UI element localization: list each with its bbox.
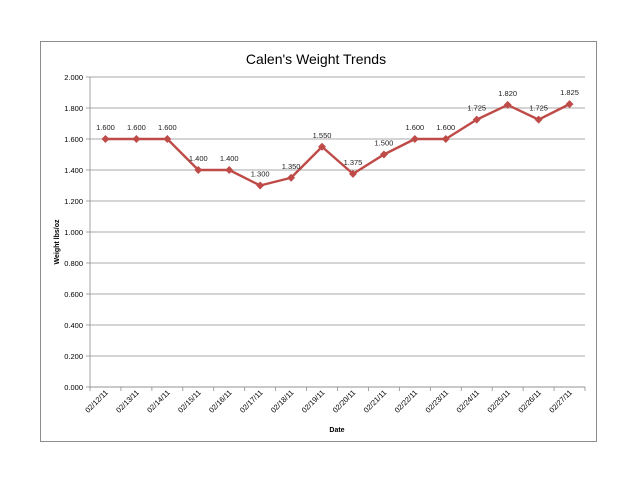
x-tick-label: 02/23/11 [424, 388, 451, 415]
x-tick-label: 02/14/11 [145, 388, 172, 415]
data-point [225, 166, 234, 174]
x-tick-label: 02/26/11 [516, 388, 543, 415]
y-tick-label: 1.000 [64, 228, 83, 237]
y-tick-label: 0.600 [64, 290, 83, 299]
data-point [132, 135, 141, 143]
data-label: 1.350 [282, 162, 301, 171]
y-tick-label: 1.400 [64, 166, 83, 175]
data-point [163, 135, 172, 143]
x-tick-label: 02/25/11 [485, 388, 512, 415]
data-label: 1.600 [436, 123, 455, 132]
data-point [349, 169, 357, 178]
data-label: 1.600 [158, 123, 177, 132]
x-tick-label: 02/27/11 [547, 388, 574, 415]
data-label: 1.400 [189, 154, 208, 163]
x-axis: 02/12/11 02/13/11 02/14/11 02/15/11 02/16/11… [83, 386, 586, 415]
data-label: 1.725 [529, 104, 548, 113]
data-point [534, 115, 543, 124]
y-axis-label: Weight lbs/oz [54, 219, 61, 264]
y-axis: 0.000 0.200 0.400 0.600 0.800 1.000 1.200 1.400… [64, 73, 91, 392]
data-label: 1.820 [498, 89, 517, 98]
series [101, 100, 574, 190]
y-tick-label: 1.800 [64, 104, 83, 113]
data-label: 1.600 [96, 123, 115, 132]
data-label: 1.600 [405, 123, 424, 132]
x-tick-label: 02/21/11 [362, 388, 389, 415]
x-tick-label: 02/12/11 [83, 388, 110, 415]
data-label: 1.725 [467, 104, 486, 113]
y-tick-label: 0.800 [64, 259, 83, 268]
y-tick-label: 0.200 [64, 352, 83, 361]
data-point [287, 173, 296, 182]
x-tick-label: 02/18/11 [269, 388, 296, 415]
x-tick-label: 02/19/11 [300, 388, 327, 415]
data-label: 1.550 [313, 131, 332, 140]
data-point [194, 166, 203, 174]
data-point [410, 135, 419, 143]
data-label: 1.600 [127, 123, 146, 132]
y-tick-label: 0.400 [64, 321, 83, 330]
data-label: 1.400 [220, 154, 239, 163]
x-tick-label: 02/24/11 [455, 388, 482, 415]
data-point [256, 181, 265, 190]
x-tick-label: 02/13/11 [114, 388, 141, 415]
series-line [105, 103, 571, 187]
y-tick-label: 2.000 [64, 73, 83, 82]
y-tick-label: 0.000 [64, 383, 83, 392]
x-tick-label: 02/16/11 [207, 388, 234, 415]
data-point [379, 150, 388, 159]
data-point [101, 135, 110, 143]
x-tick-label: 02/22/11 [393, 388, 420, 415]
data-labels: 1.600 1.600 1.600 1.400 1.400 1.300 1.350 1.550… [96, 88, 579, 178]
y-tick-label: 1.600 [64, 135, 83, 144]
data-label: 1.825 [560, 88, 579, 97]
data-label: 1.375 [344, 158, 363, 167]
data-label: 1.500 [375, 139, 394, 148]
y-tick-label: 1.200 [64, 197, 83, 206]
x-tick-label: 02/15/11 [176, 388, 203, 415]
x-tick-label: 02/20/11 [331, 388, 358, 415]
data-point [441, 135, 450, 143]
chart-title: Calen's Weight Trends [246, 51, 386, 67]
data-point [565, 100, 574, 109]
x-axis-label: Date [329, 427, 344, 434]
data-label: 1.300 [251, 170, 270, 179]
data-point [318, 142, 326, 151]
x-tick-label: 02/17/11 [238, 388, 265, 415]
